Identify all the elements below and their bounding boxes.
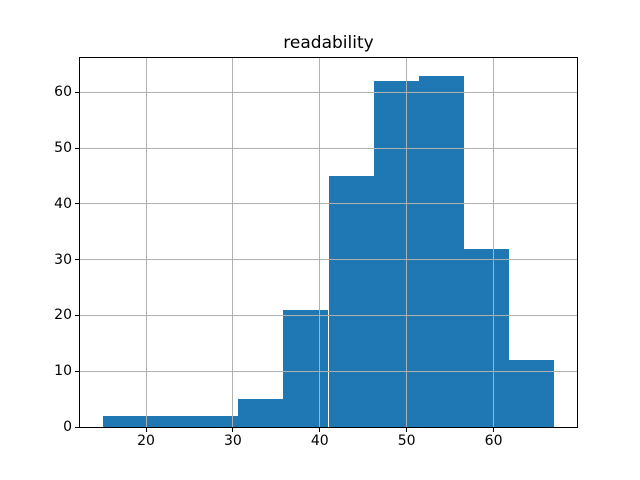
y-tick-label: 0: [63, 419, 72, 435]
y-tick-label: 30: [54, 251, 72, 268]
y-tick-label: 10: [54, 363, 72, 380]
x-tick-mark: [145, 428, 147, 432]
histogram-bar: [464, 248, 510, 427]
histogram-bar: [418, 75, 465, 427]
histogram-bar: [192, 415, 239, 427]
gridline-vertical: [406, 58, 408, 427]
y-tick-mark: [75, 259, 79, 261]
gridline-horizontal: [80, 147, 577, 149]
y-tick-mark: [75, 426, 79, 428]
gridline-vertical: [145, 58, 147, 427]
chart-title: readability: [283, 33, 374, 53]
gridline-horizontal: [80, 370, 577, 372]
histogram-bar: [102, 415, 148, 427]
x-tick-mark: [406, 428, 408, 432]
gridline-vertical: [493, 58, 495, 427]
x-tick-label: 20: [137, 433, 155, 449]
y-tick-mark: [75, 91, 79, 93]
x-tick-label: 40: [310, 433, 329, 449]
gridline-horizontal: [80, 203, 577, 205]
x-tick-label: 30: [223, 433, 242, 449]
plot-area: [80, 58, 577, 427]
histogram-bar: [238, 399, 284, 427]
x-tick-label: 50: [397, 433, 416, 449]
gridline-horizontal: [80, 91, 577, 93]
gridline-horizontal: [80, 259, 577, 261]
y-tick-mark: [75, 147, 79, 149]
grid-layer: [80, 58, 577, 427]
y-tick-mark: [75, 314, 79, 316]
gridline-vertical: [232, 58, 234, 427]
x-tick-label: 60: [484, 433, 503, 449]
y-tick-label: 20: [54, 307, 72, 324]
histogram-bar: [373, 81, 419, 427]
y-tick-mark: [75, 370, 79, 372]
histogram-bar: [328, 175, 374, 427]
y-tick-label: 60: [54, 84, 72, 101]
histogram-bar: [283, 309, 329, 427]
histogram-bar: [147, 415, 193, 427]
x-tick-mark: [319, 428, 321, 432]
y-tick-label: 40: [54, 195, 72, 212]
bars-layer: [80, 58, 577, 427]
y-tick-label: 50: [54, 140, 72, 157]
gridline-horizontal: [80, 426, 577, 427]
y-tick-mark: [75, 203, 79, 205]
x-tick-mark: [493, 428, 495, 432]
gridline-vertical: [319, 58, 321, 427]
x-tick-mark: [232, 428, 234, 432]
gridline-horizontal: [80, 314, 577, 316]
